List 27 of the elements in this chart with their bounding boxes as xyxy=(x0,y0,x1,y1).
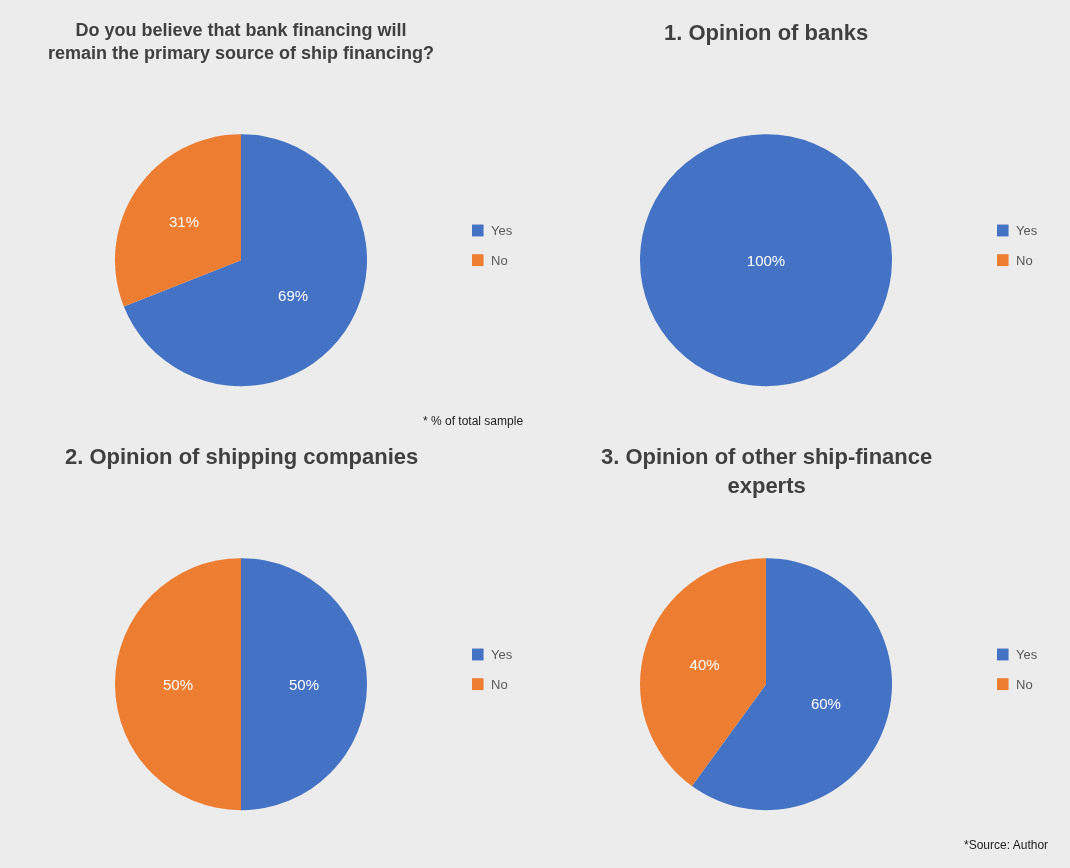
data-label: 31% xyxy=(168,212,199,230)
legend-label: Yes xyxy=(1016,223,1038,238)
chart-title: 2. Opinion of shipping companies xyxy=(65,444,419,469)
legend-label: No xyxy=(1016,253,1033,268)
data-label: 69% xyxy=(278,287,309,305)
data-label: 100% xyxy=(746,251,786,269)
pie-slice xyxy=(123,134,367,387)
legend-label: No xyxy=(491,677,508,692)
chart-title: 1. Opinion of banks xyxy=(664,20,869,45)
text: *Source: Author xyxy=(964,838,1049,852)
legend-label: Yes xyxy=(491,647,513,662)
pie-slice xyxy=(115,134,241,307)
legend-label: No xyxy=(1016,677,1033,692)
data-label: 50% xyxy=(162,675,194,693)
legend-label: No xyxy=(491,253,508,268)
legend-label: Yes xyxy=(1016,647,1038,662)
legend-label: Yes xyxy=(491,223,513,238)
pie-slice xyxy=(115,558,241,811)
chart-title: Do you believe that bank financing will remain the primary source of ship financing? xyxy=(48,20,435,64)
pie-slice xyxy=(241,558,367,811)
chart-title: 3. Opinion of other ship-finance experts xyxy=(601,444,933,498)
data-label: 50% xyxy=(288,675,320,693)
pie-slice xyxy=(691,558,892,811)
pie-slice xyxy=(640,558,766,787)
text: * % of total sample xyxy=(423,414,524,428)
data-label: 40% xyxy=(689,655,720,673)
data-label: 60% xyxy=(810,695,841,713)
